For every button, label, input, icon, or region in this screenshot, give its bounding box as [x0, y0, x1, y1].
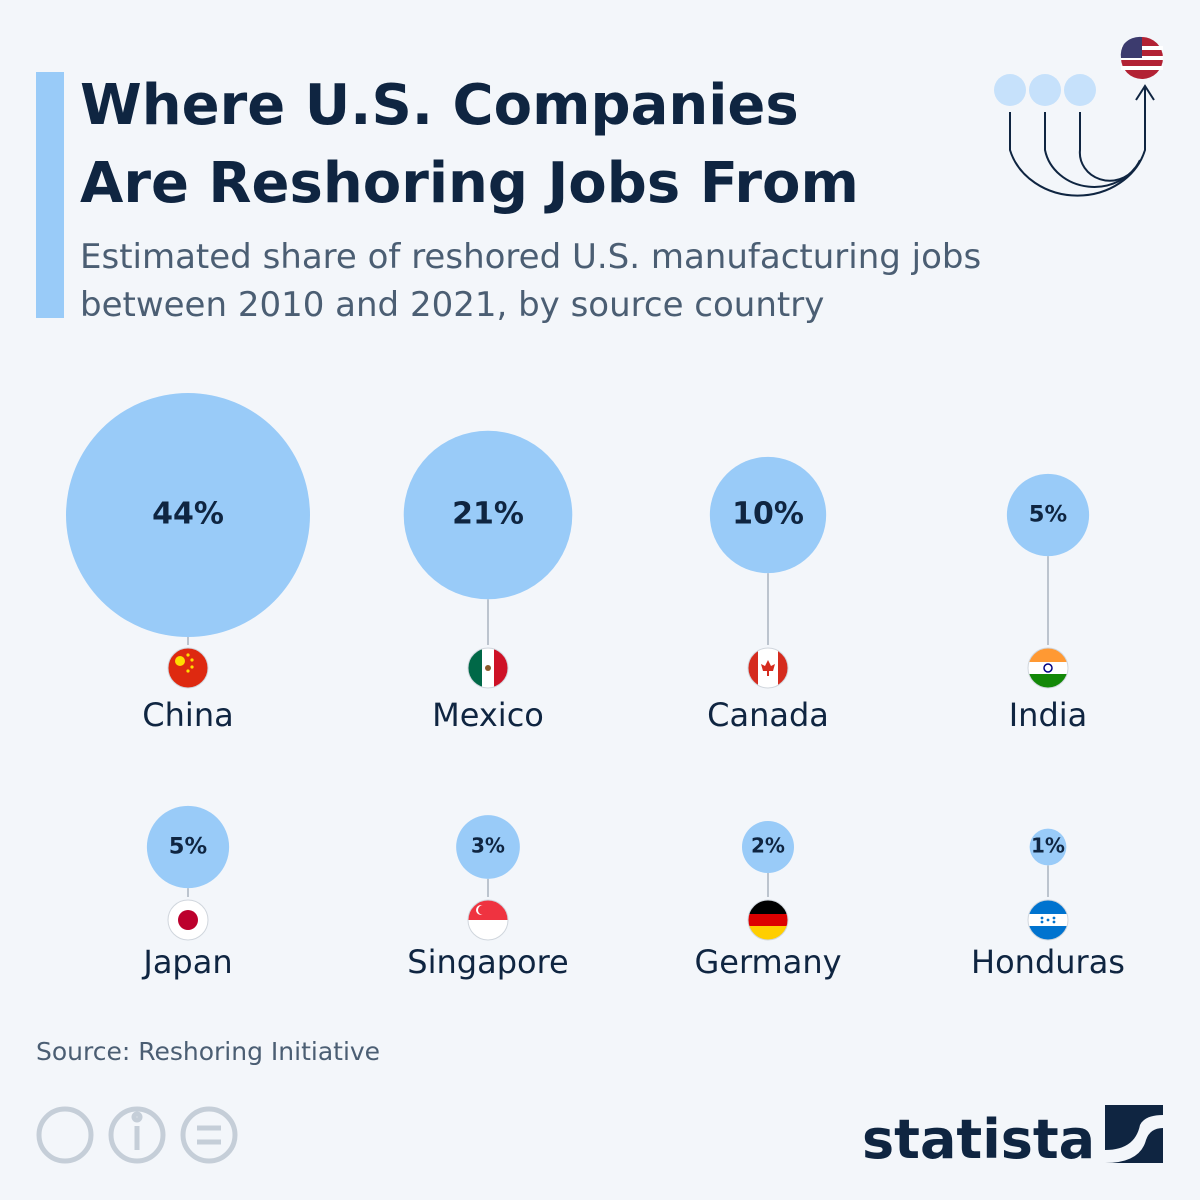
brand-logo: [1105, 1105, 1163, 1163]
bubble: [66, 393, 310, 637]
value-label: 1%: [1031, 834, 1065, 858]
flag: [167, 647, 209, 689]
category-label: Japan: [141, 943, 232, 981]
accent-bar: [36, 72, 64, 318]
flag: [1027, 899, 1069, 941]
category-label: India: [1009, 696, 1088, 734]
flag-border: [1027, 647, 1069, 689]
category-label: Germany: [694, 943, 841, 981]
flag-body: [1028, 900, 1068, 940]
flag-border: [1027, 899, 1069, 941]
source: Source: Reshoring Initiative: [36, 1037, 380, 1066]
flag-part: [1040, 920, 1044, 924]
flag: [1027, 647, 1069, 689]
flag-part: [178, 910, 198, 930]
flag-part: [186, 653, 190, 657]
flag: [467, 899, 509, 941]
flag-part: [468, 920, 508, 940]
flag-part: [190, 665, 194, 669]
flag-border: [167, 899, 209, 941]
flag-part: [468, 648, 482, 688]
category-label: Honduras: [971, 943, 1125, 981]
flag-part: [478, 905, 488, 915]
brand: statista: [862, 1108, 1095, 1171]
flag-body: [468, 648, 508, 688]
value-label: 10%: [732, 497, 804, 532]
bubble: [456, 815, 520, 879]
bubble: [709, 456, 827, 574]
value-label: 5%: [169, 834, 207, 860]
category-label: Canada: [707, 696, 829, 734]
flag-body: [168, 900, 208, 940]
flag-part: [1028, 648, 1068, 662]
subtitle-line-2: between 2010 and 2021, by source country: [80, 285, 824, 325]
value-label: 44%: [152, 497, 224, 532]
flag-body: [168, 648, 208, 688]
flag-part: [761, 660, 775, 676]
flag-part: [175, 656, 185, 666]
flag-part: [1028, 662, 1068, 674]
bubble: [403, 430, 573, 600]
flag-border: [167, 647, 209, 689]
flag-border: [747, 899, 789, 941]
bubble: [1006, 473, 1090, 557]
flag: [167, 899, 209, 941]
flag-part: [1028, 674, 1068, 688]
flag-part: [485, 665, 491, 671]
category-label: Singapore: [407, 943, 568, 981]
flag-border: [467, 647, 509, 689]
flag-part: [186, 669, 190, 673]
value-label: 3%: [471, 834, 505, 858]
bubble: [741, 820, 795, 874]
flag-body: [748, 900, 788, 940]
flag-border: [747, 647, 789, 689]
bubble: [1029, 828, 1067, 866]
flag: [467, 647, 509, 689]
flag-part: [1046, 918, 1050, 922]
value-label: 21%: [452, 497, 524, 532]
title-line-1: Where U.S. Companies: [80, 73, 799, 138]
flag-body: [468, 900, 508, 940]
flag-part: [1040, 916, 1044, 920]
category-label: Mexico: [432, 696, 544, 734]
flag-part: [1043, 663, 1053, 673]
flag-part: [1052, 916, 1056, 920]
flag-part: [494, 648, 508, 688]
flag-part: [748, 900, 788, 914]
bubble: [146, 805, 230, 889]
subtitle-line-1: Estimated share of reshored U.S. manufac…: [80, 237, 981, 277]
flag: [747, 647, 789, 689]
category-label: China: [142, 696, 233, 734]
flag-border: [467, 899, 509, 941]
title-line-2: Are Reshoring Jobs From: [80, 151, 859, 216]
flag-body: [748, 648, 788, 688]
flag-body: [1028, 648, 1068, 688]
license-icons: [36, 1106, 238, 1164]
reshore-icon: [994, 36, 1163, 197]
flag-part: [748, 914, 788, 926]
flag-part: [1052, 920, 1056, 924]
value-label: 2%: [751, 834, 785, 858]
flag-part: [190, 658, 194, 662]
value-label: 5%: [1029, 502, 1067, 528]
flag: [747, 899, 789, 941]
flag-part: [748, 926, 788, 940]
